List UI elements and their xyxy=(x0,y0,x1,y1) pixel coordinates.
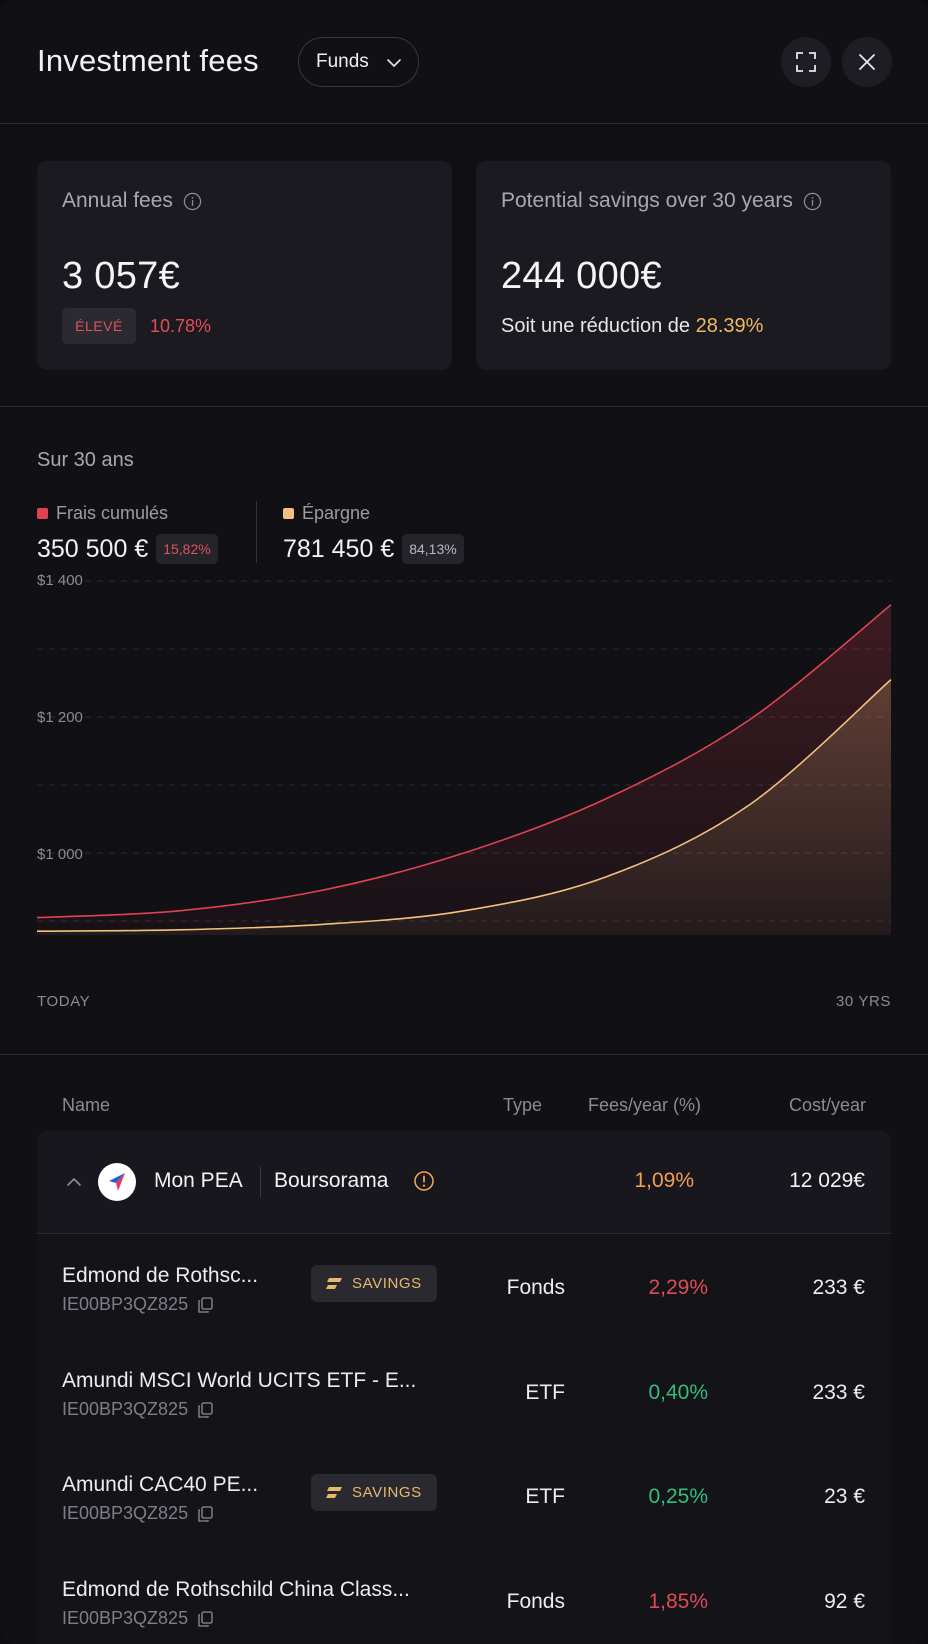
fund-name: Edmond de Rothsc... xyxy=(62,1264,259,1287)
fund-isin: IE00BP3QZ825 xyxy=(62,1399,189,1419)
expand-button[interactable] xyxy=(781,37,831,87)
chart-heading: Sur 30 ans xyxy=(37,449,134,471)
fund-type: Fonds xyxy=(506,1590,565,1613)
savings-icon xyxy=(326,1486,342,1498)
fund-name: Amundi CAC40 PE... xyxy=(62,1473,259,1496)
copy-icon[interactable] xyxy=(196,1505,214,1523)
dropdown-value: Funds xyxy=(316,51,369,72)
fund-isin: IE00BP3QZ825 xyxy=(62,1294,189,1314)
fund-fee: 1,85% xyxy=(648,1590,708,1613)
savings-badge[interactable]: SAVINGS xyxy=(311,1474,437,1511)
legend-value-frais: 350 500 € xyxy=(37,534,149,563)
chevron-up-icon[interactable] xyxy=(65,1173,83,1191)
fee-level-badge: ÉLEVÉ xyxy=(62,308,136,344)
account-divider xyxy=(260,1167,261,1197)
table-row[interactable]: Amundi CAC40 PE... IE00BP3QZ825 SAVINGS … xyxy=(37,1443,891,1547)
holdings-table: Name Type Fees/year (%) Cost/year Mon PE… xyxy=(0,1055,928,1644)
column-header-name[interactable]: Name xyxy=(62,1095,111,1115)
y-tick-1000: $1 000 xyxy=(37,846,83,863)
legend-frais: Frais cumulés 350 500 €15,82% xyxy=(37,503,218,564)
broker-name: Boursorama xyxy=(274,1169,389,1192)
potential-savings-card: Potential savings over 30 years 244 000€… xyxy=(476,161,891,370)
fund-isin: IE00BP3QZ825 xyxy=(62,1608,189,1628)
y-tick-1400: $1 400 xyxy=(37,572,83,589)
potential-savings-value: 244 000€ xyxy=(501,255,662,297)
funds-dropdown[interactable]: Funds xyxy=(298,37,419,87)
legend-epargne: Épargne 781 450 €84,13% xyxy=(283,503,464,564)
legend-dot-epargne xyxy=(283,508,294,519)
table-row[interactable]: Edmond de Rothschild China Class... IE00… xyxy=(37,1548,891,1644)
series-line-frais xyxy=(36,604,892,919)
fees-chart xyxy=(36,580,892,935)
page-title: Investment fees xyxy=(37,43,259,78)
fund-type: ETF xyxy=(525,1381,565,1404)
fund-name: Amundi MSCI World UCITS ETF - E... xyxy=(62,1369,417,1392)
potential-savings-label: Potential savings over 30 years xyxy=(501,189,793,212)
legend-badge-epargne: 84,13% xyxy=(402,534,464,564)
legend-value-epargne: 781 450 € xyxy=(283,534,395,563)
fund-type: ETF xyxy=(525,1485,565,1508)
expand-icon xyxy=(796,52,816,72)
series-line-epargne xyxy=(36,679,892,932)
arrow-logo-icon xyxy=(109,1173,125,1191)
legend-divider xyxy=(256,501,257,563)
copy-icon[interactable] xyxy=(196,1296,214,1314)
column-header-fees[interactable]: Fees/year (%) xyxy=(588,1095,702,1115)
series-area-epargne xyxy=(37,679,891,935)
fund-type: Fonds xyxy=(506,1276,565,1299)
info-icon[interactable] xyxy=(183,192,202,211)
fund-cost: 92 € xyxy=(824,1590,865,1613)
annual-fees-label: Annual fees xyxy=(62,189,173,212)
table-row[interactable]: Edmond de Rothsc... IE00BP3QZ825 SAVINGS… xyxy=(37,1234,891,1338)
account-group-row[interactable]: Mon PEA Boursorama 1,09% 12 029€ xyxy=(37,1131,891,1234)
reduction-text: Soit une réduction de 28.39% xyxy=(501,315,764,337)
fund-cost: 233 € xyxy=(812,1381,865,1404)
copy-icon[interactable] xyxy=(196,1610,214,1628)
savings-icon xyxy=(326,1277,342,1289)
fund-cost: 23 € xyxy=(824,1485,865,1508)
x-tick-today: TODAY xyxy=(37,993,91,1010)
header: Investment fees Funds xyxy=(0,0,928,124)
fund-fee: 0,25% xyxy=(648,1485,708,1508)
warning-icon[interactable] xyxy=(413,1170,435,1192)
savings-badge[interactable]: SAVINGS xyxy=(311,1265,437,1302)
annual-fees-percent: 10.78% xyxy=(150,316,212,336)
fund-name: Edmond de Rothschild China Class... xyxy=(62,1578,410,1601)
x-tick-30yrs: 30 YRS xyxy=(835,993,891,1010)
close-icon xyxy=(859,54,875,70)
column-header-type[interactable]: Type xyxy=(503,1095,543,1115)
legend-badge-frais: 15,82% xyxy=(156,534,218,564)
y-tick-1200: $1 200 xyxy=(37,709,83,726)
chevron-down-icon xyxy=(387,59,401,67)
annual-fees-card: Annual fees 3 057€ ÉLEVÉ 10.78% xyxy=(37,161,452,370)
legend-dot-frais xyxy=(37,508,48,519)
account-fee: 1,09% xyxy=(634,1169,694,1192)
summary-cards: Annual fees 3 057€ ÉLEVÉ 10.78% Potentia… xyxy=(0,124,928,407)
reduction-percent: 28.39% xyxy=(695,315,764,337)
annual-fees-value: 3 057€ xyxy=(62,255,181,297)
broker-logo xyxy=(98,1163,136,1201)
chart-section: Sur 30 ans Frais cumulés 350 500 €15,82%… xyxy=(0,407,928,1055)
info-icon[interactable] xyxy=(803,192,822,211)
fund-fee: 0,40% xyxy=(648,1381,708,1404)
fund-fee: 2,29% xyxy=(648,1276,708,1299)
fund-isin: IE00BP3QZ825 xyxy=(62,1503,189,1523)
table-row[interactable]: Amundi MSCI World UCITS ETF - E... IE00B… xyxy=(37,1339,891,1443)
holdings-list: Edmond de Rothsc... IE00BP3QZ825 SAVINGS… xyxy=(37,1234,891,1644)
close-button[interactable] xyxy=(842,37,892,87)
fund-cost: 233 € xyxy=(812,1276,865,1299)
column-header-cost[interactable]: Cost/year xyxy=(788,1095,866,1115)
account-name: Mon PEA xyxy=(154,1169,243,1192)
account-cost: 12 029€ xyxy=(789,1169,865,1192)
copy-icon[interactable] xyxy=(196,1401,214,1419)
